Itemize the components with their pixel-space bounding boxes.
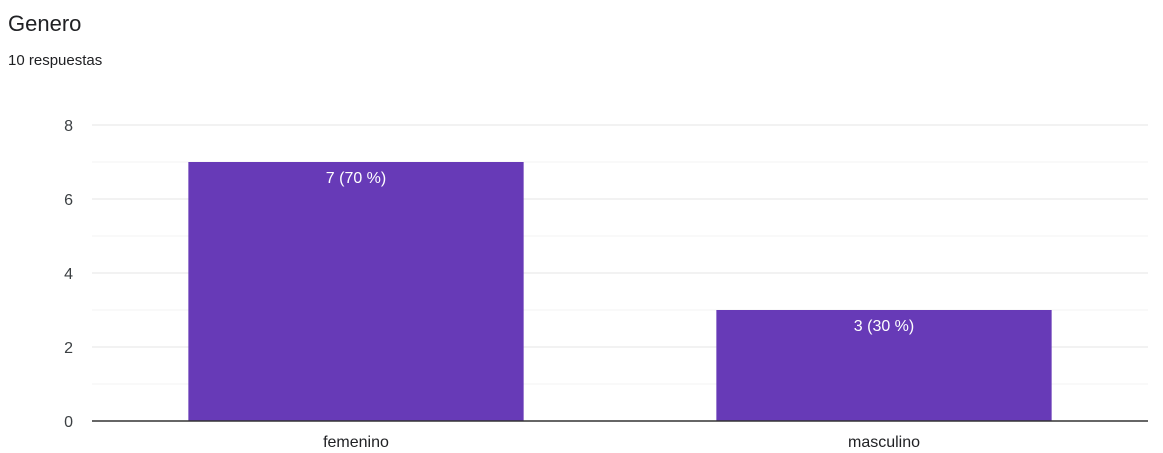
- y-tick-label: 0: [64, 414, 73, 431]
- x-category-label: femenino: [323, 434, 389, 451]
- data-label: 7 (70 %): [326, 170, 386, 187]
- x-category-label: masculino: [848, 434, 920, 451]
- bar-femenino: [188, 162, 524, 421]
- y-tick-label: 8: [64, 118, 73, 135]
- y-tick-label: 2: [64, 340, 73, 357]
- chart-title: Genero: [8, 11, 82, 36]
- y-tick-label: 6: [64, 192, 73, 209]
- y-tick-label: 4: [64, 266, 73, 283]
- data-label: 3 (30 %): [854, 318, 914, 335]
- bar-masculino: [716, 310, 1052, 421]
- response-count: 10 respuestas: [8, 52, 103, 69]
